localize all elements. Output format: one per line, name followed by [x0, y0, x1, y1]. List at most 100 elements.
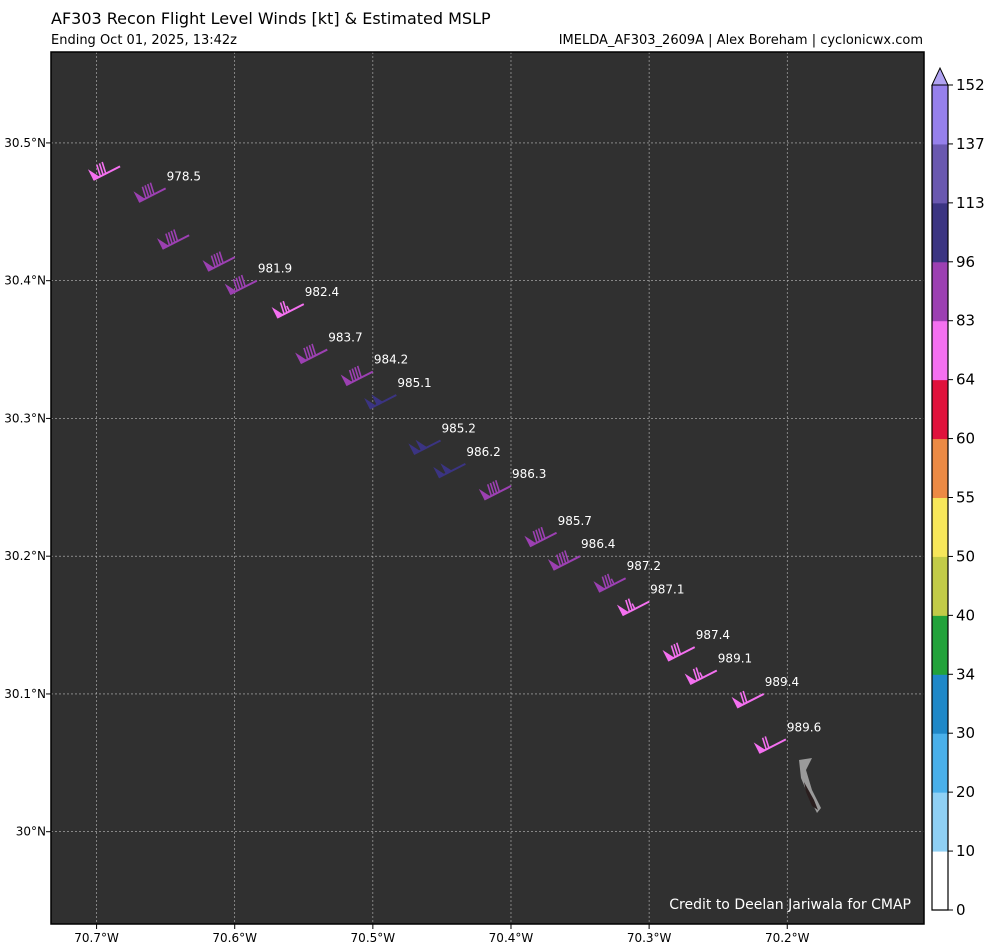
lat-tick-label: 30.1°N [4, 687, 46, 701]
barb-full [146, 183, 153, 196]
barb-full [761, 737, 768, 750]
barb-full [213, 254, 219, 267]
barb-full [670, 645, 676, 658]
timestamp: Ending Oct 01, 2025, 13:42z [51, 33, 237, 48]
grid-lines [51, 52, 924, 924]
barb-pennant [408, 443, 421, 455]
barb-full [101, 161, 107, 174]
barb-full [240, 274, 246, 287]
colorbar-extend-arrow [931, 66, 949, 86]
colorbar-tick-label: 152 [956, 76, 985, 94]
barb-full [486, 484, 493, 497]
barb-full [144, 185, 150, 198]
colorbar-segment [932, 733, 948, 793]
mslp-label: 987.2 [627, 559, 661, 573]
barb-half [699, 672, 704, 679]
wind-barb [433, 463, 466, 479]
barb-full [537, 528, 544, 541]
barb-pennant [478, 488, 491, 500]
colorbar-segment [932, 261, 948, 322]
barb-pennant [87, 169, 100, 180]
wind-barbs: 978.5 981.9 982.4 983.7 984.2 985.1 985.2 986.2… [87, 161, 821, 754]
barb-full [348, 369, 355, 382]
barb-shaft [438, 463, 466, 479]
wind-barb [295, 343, 328, 365]
wind-barb [408, 439, 441, 455]
colorbar: 0 10 20 30 34 40 50 55 60 64 83 96 113 137 152 [931, 66, 985, 919]
barb-pennant [593, 581, 606, 592]
colorbar-segment [932, 615, 948, 675]
barb-shaft [276, 303, 305, 319]
wind-barb [753, 736, 787, 754]
colorbar-segment [932, 85, 948, 145]
wind-barb [616, 598, 650, 617]
colorbar-tick-label: 30 [956, 724, 975, 742]
mission-attribution: IMELDA_AF303_2609A | Alex Boreham | cycl… [558, 33, 923, 48]
mslp-label: 986.4 [581, 537, 615, 551]
barb-shaft [229, 279, 258, 296]
mslp-label: 981.9 [258, 262, 292, 276]
barb-full [676, 642, 682, 655]
barb-shaft [300, 348, 328, 365]
barb-shaft [207, 256, 236, 272]
barb-pennant [415, 439, 428, 451]
barb-full [351, 368, 357, 381]
barb-full [170, 230, 176, 243]
barb-full [739, 692, 745, 705]
plane-icon [799, 758, 821, 813]
mslp-label: 986.2 [466, 445, 500, 459]
mslp-label: 989.6 [787, 720, 821, 734]
barb-full [627, 598, 633, 611]
barb-full [764, 736, 770, 749]
mslp-label: 989.4 [765, 675, 799, 689]
wind-barb [731, 690, 765, 709]
colorbar-tick-label: 83 [956, 312, 975, 330]
wind-barb [593, 573, 627, 593]
mslp-label: 989.1 [718, 652, 752, 666]
wind-barb [662, 642, 696, 662]
colorbar-tick-label: 0 [956, 901, 966, 919]
colorbar-tick-label: 96 [956, 253, 975, 271]
barb-full [564, 550, 570, 563]
barb-full [210, 255, 216, 268]
barb-pennant [753, 742, 766, 754]
mslp-label: 984.2 [374, 353, 408, 367]
mslp-label: 983.7 [328, 331, 362, 345]
wind-barb [224, 274, 258, 296]
barb-pennant [202, 260, 215, 271]
barb-full [354, 367, 360, 380]
barb-full [601, 576, 607, 589]
wind-barb [684, 667, 718, 686]
barb-pennant [371, 394, 383, 406]
wind-barb [133, 182, 167, 203]
barb-full [308, 344, 314, 358]
barb-full [305, 346, 312, 359]
lat-tick-label: 30.2°N [4, 549, 46, 563]
colorbar-segment [932, 851, 948, 911]
mslp-label: 987.1 [650, 583, 684, 597]
wind-barb [524, 526, 558, 548]
map-frame [50, 51, 925, 925]
barb-full [604, 575, 610, 588]
mslp-label: 985.2 [442, 421, 476, 435]
barb-pennant [224, 283, 237, 295]
credit-text: Credit to Deelan Jariwala for CMAP [669, 897, 911, 913]
barb-pennant [440, 463, 453, 474]
barb-full [606, 573, 613, 586]
barb-pennant [295, 352, 307, 364]
barb-shaft [369, 394, 397, 410]
map-background [51, 52, 924, 924]
barb-pennant [340, 374, 353, 386]
wind-barb [364, 394, 397, 410]
barb-pennant [364, 397, 376, 409]
barb-pennant [156, 238, 169, 249]
colorbar-tick-label: 20 [956, 783, 975, 801]
lon-tick-label: 70.5°W [351, 931, 396, 944]
wind-barb [156, 229, 190, 250]
colorbar-tick-label: 137 [956, 135, 985, 153]
colorbar-segment [932, 379, 948, 440]
lat-tick-label: 30°N [16, 825, 46, 839]
colorbar-tick-label: 113 [956, 194, 985, 212]
wind-barb [202, 251, 236, 272]
